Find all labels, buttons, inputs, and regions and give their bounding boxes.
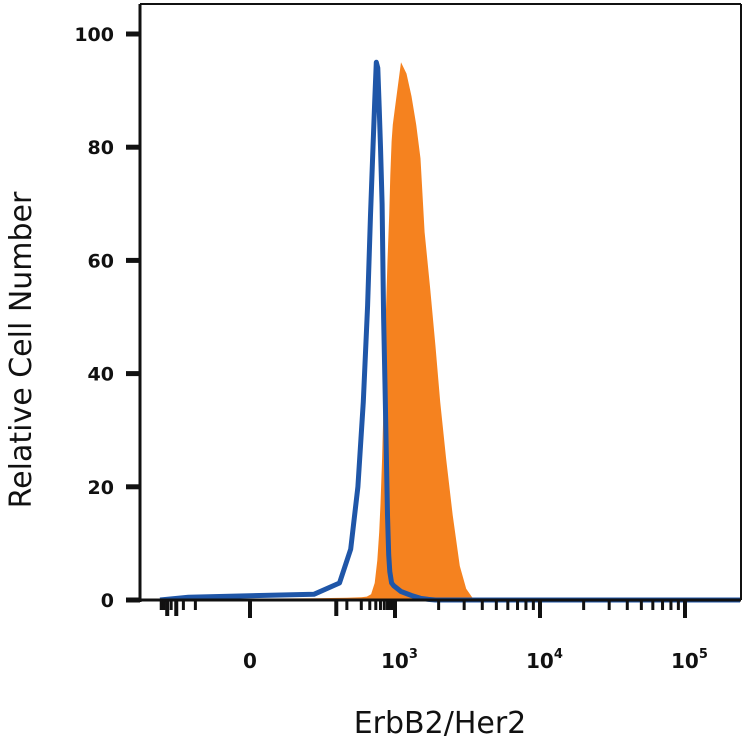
y-tick-label: 80 [88,137,114,159]
x-tick-labels: 0 103 104 105 [243,647,708,673]
y-tick-label: 60 [88,250,114,272]
y-axis-label: Relative Cell Number [4,191,39,508]
x-tick-label: 104 [526,647,563,673]
blue-outline-histogram [159,59,740,603]
y-tick-label: 40 [88,364,114,386]
x-tick-label: 103 [381,647,418,673]
x-tick-label: 0 [243,649,257,673]
y-tick-label: 100 [74,24,114,46]
y-tick-label: 20 [88,477,114,499]
plot-axes [126,3,742,618]
y-tick-label: 0 [101,590,114,612]
x-tick-label: 105 [671,647,708,673]
orange-filled-histogram [160,62,741,601]
y-tick-labels: 0 20 40 60 80 100 [74,24,114,612]
x-axis-label: ErbB2/Her2 [354,706,527,741]
